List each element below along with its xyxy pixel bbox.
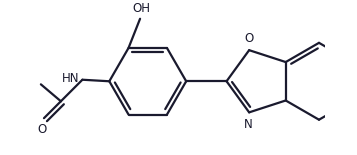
Text: O: O	[245, 32, 254, 45]
Text: N: N	[244, 118, 253, 131]
Text: OH: OH	[132, 2, 151, 15]
Text: O: O	[38, 123, 47, 136]
Text: HN: HN	[62, 72, 79, 85]
